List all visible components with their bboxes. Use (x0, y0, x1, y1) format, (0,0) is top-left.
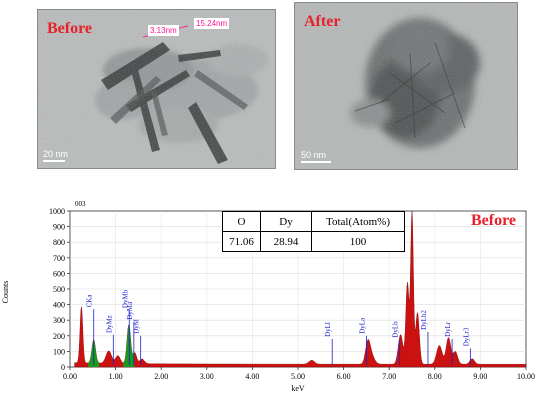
scale-bar (301, 161, 331, 163)
y-tick-label: 100 (53, 347, 65, 356)
highlighted-peak (123, 324, 135, 367)
annotation-label: DyLb (392, 321, 400, 338)
corner-label: 003 (75, 200, 86, 208)
y-tick-label: 0 (61, 363, 65, 372)
table-row: 71.06 28.94 100 (222, 231, 405, 252)
annotation-label: DyMb (121, 289, 129, 308)
x-tick-label: 1.00 (109, 372, 123, 381)
x-tick-label: 2.00 (154, 372, 168, 381)
y-tick-label: 1000 (49, 207, 65, 216)
scale-bar-label: 20 nm (43, 149, 69, 159)
scale-bar-label: 50 nm (301, 150, 327, 160)
measurement-label: 3.13nm (148, 25, 179, 36)
before-image-label: Before (47, 20, 93, 37)
chart-title: Before (471, 212, 517, 229)
table-header-cell: O (222, 211, 261, 232)
x-tick-label: 3.00 (200, 372, 214, 381)
y-tick-label: 200 (53, 332, 65, 341)
y-axis-ticks: 0 100 200 300 400 500 600 700 800 900 1000 (49, 207, 70, 372)
tem-before-graphic (38, 10, 275, 168)
x-tick-label: 9.00 (473, 372, 487, 381)
x-tick-label: 7.00 (382, 372, 396, 381)
after-image-label: After (304, 13, 341, 30)
table-header-cell: Dy (260, 211, 312, 232)
annotation-label: DyLr (444, 321, 452, 337)
y-tick-label: 800 (53, 238, 65, 247)
annotation-label: DyLa (358, 317, 366, 334)
x-tick-label: 8.00 (428, 372, 442, 381)
x-axis-label: keV (291, 384, 305, 393)
table-header-cell: Total(Atom%) (311, 211, 405, 232)
tem-after-graphic (295, 3, 517, 169)
spectrum-area (74, 210, 527, 368)
x-axis-ticks: 0.00 1.00 2.00 3.00 4.00 5.00 6.00 7.00 8.00 9.00… (63, 367, 535, 381)
annotation-label: DyM (133, 318, 141, 334)
y-tick-label: 500 (53, 285, 65, 294)
annotation-label: DyLr3 (462, 327, 470, 346)
table-cell: 71.06 (222, 231, 261, 252)
tem-image-after: After 50 nm (294, 2, 518, 170)
table-cell: 28.94 (260, 231, 312, 252)
annotation-label: DyMz (105, 315, 113, 333)
table-cell: 100 (311, 231, 405, 252)
tem-image-before: Before 3.13nm 15.24nm 20 nm (37, 9, 276, 169)
y-axis-label: Counts (1, 281, 10, 304)
table-header-row: O Dy Total(Atom%) (222, 211, 405, 232)
y-tick-label: 700 (53, 254, 65, 263)
annotation-label: CKa (86, 294, 94, 308)
y-tick-label: 300 (53, 316, 65, 325)
y-tick-label: 600 (53, 269, 65, 278)
composition-table: O Dy Total(Atom%) 71.06 28.94 100 (222, 211, 405, 252)
x-tick-label: 5.00 (291, 372, 305, 381)
x-tick-label: 0.00 (63, 372, 77, 381)
annotation-label: DyMa (126, 301, 134, 320)
y-tick-label: 400 (53, 301, 65, 310)
annotation-label: DyLl (324, 322, 332, 337)
y-tick-label: 900 (53, 223, 65, 232)
x-tick-label: 6.00 (337, 372, 351, 381)
x-tick-label: 4.00 (245, 372, 259, 381)
annotation-label: DyLb2 (420, 310, 428, 330)
x-tick-label: 10.00 (517, 372, 535, 381)
scale-bar (43, 160, 65, 162)
measurement-label: 15.24nm (194, 18, 230, 29)
